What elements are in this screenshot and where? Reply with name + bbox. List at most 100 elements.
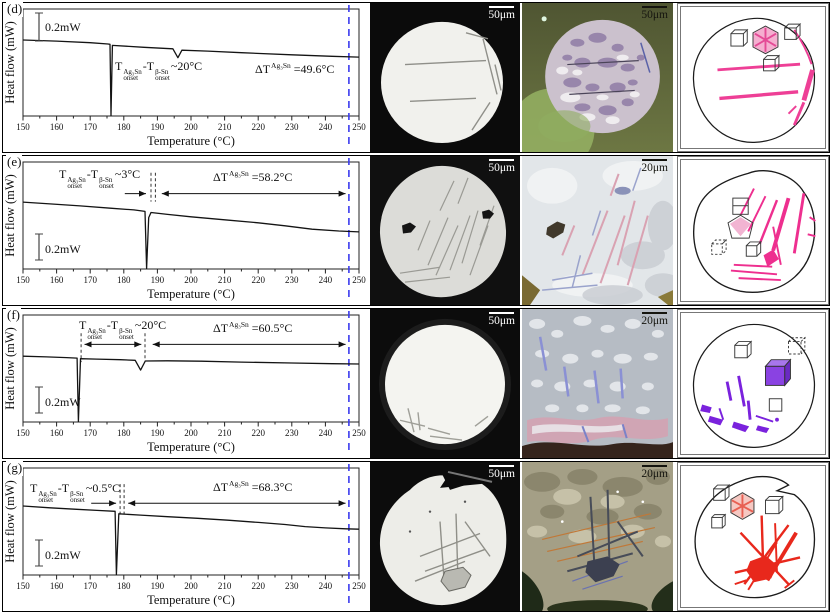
svg-text:170: 170: [83, 122, 97, 132]
onset-t1: T: [115, 59, 123, 73]
svg-text:210: 210: [218, 122, 232, 132]
svg-text:200: 200: [184, 122, 198, 132]
optical-micrograph-f: [522, 309, 673, 458]
scalebar-line: [642, 6, 668, 8]
svg-text:0.2mW: 0.2mW: [45, 242, 81, 256]
dsc-chart-e: 150 160 170 180 190 200 210 220 230 240 250 Tempera…: [3, 158, 366, 302]
scalebar-sem-e: 50μm: [488, 159, 515, 174]
svg-text:180: 180: [117, 275, 131, 285]
figure-row-f: (f) 150 160 170 180 190 200 210 220 230 240 250 Tem…: [2, 307, 830, 459]
svg-text:150: 150: [16, 581, 30, 591]
svg-text:180: 180: [117, 428, 131, 438]
svg-text:240: 240: [319, 581, 333, 591]
svg-text:170: 170: [83, 275, 97, 285]
delta-annotation-f: ΔTAg₃Sn =60.5°C: [213, 320, 293, 335]
sem-micrograph-e: [370, 156, 520, 305]
cube-wireframe-icons: [730, 22, 802, 72]
svg-text:200: 200: [184, 581, 198, 591]
scalebar-optical-g: 20μm: [641, 465, 668, 480]
svg-text:250: 250: [352, 428, 366, 438]
onset-annotation-e: T Ag₃Sn onset -T β-Sn onset ~3°C: [59, 167, 141, 190]
dsc-chart-panel-f: (f) 150 160 170 180 190 200 210 220 230 240 250 Tem…: [3, 307, 367, 458]
scalebar-sem-d: 50μm: [488, 6, 515, 21]
svg-text:170: 170: [83, 428, 97, 438]
svg-text:190: 190: [151, 428, 165, 438]
svg-text:220: 220: [251, 428, 265, 438]
optical-micrograph-g: [522, 462, 673, 611]
svg-text:180: 180: [117, 581, 131, 591]
schematic-panel-d: [677, 3, 829, 152]
svg-text:Temperature (°C): Temperature (°C): [147, 593, 235, 607]
sem-image-d: 50μm: [370, 3, 520, 152]
delta-annotation-e: ΔTAg₃Sn =58.2°C: [213, 169, 293, 184]
svg-text:Temperature (°C): Temperature (°C): [147, 134, 235, 148]
svg-text:200: 200: [184, 428, 198, 438]
onset-annotation-d: T Ag₃Sn onset -T β-Sn onset ~20°C: [115, 59, 203, 82]
svg-text:Heat flow (mW): Heat flow (mW): [3, 174, 17, 257]
scalebar-optical-d: 50μm: [641, 6, 668, 21]
svg-text:150: 150: [16, 122, 30, 132]
scalebar-sem-f: 50μm: [488, 312, 515, 327]
svg-text:220: 220: [251, 122, 265, 132]
onset-annotation-f: T Ag₃Sn onset -T β-Sn onset ~20°C: [79, 318, 167, 341]
svg-text:190: 190: [151, 275, 165, 285]
scalebar-line: [489, 6, 515, 8]
svg-text:190: 190: [151, 581, 165, 591]
svg-text:Heat flow (mW): Heat flow (mW): [3, 327, 17, 410]
optical-micrograph-e: [522, 156, 673, 305]
sem-micrograph-f: [370, 309, 520, 458]
dsc-chart-f: 150 160 170 180 190 200 210 220 230 240 250 Tempera…: [3, 311, 366, 455]
schematic-drawing-d: [692, 17, 816, 143]
delta-annotation-d: ΔTAg₃Sn =49.6°C: [255, 61, 335, 76]
scalebar-text: 50μm: [641, 9, 668, 21]
svg-text:250: 250: [352, 581, 366, 591]
dsc-chart-g: 150 160 170 180 190 200 210 220 230 240 250 Tempera…: [3, 464, 366, 608]
sem-image-g: 50μm: [370, 462, 520, 611]
cube-wireframe-icons: [711, 238, 762, 257]
figure-row-g: (g) 150 160 170 180 190 200 210 220 230 240 250 Tem…: [2, 460, 830, 612]
svg-text:0.2mW: 0.2mW: [45, 20, 81, 34]
svg-text:0.2mW: 0.2mW: [45, 548, 81, 562]
svg-text:210: 210: [218, 581, 232, 591]
schematic-drawing-e: [693, 170, 816, 293]
onset-annotation-g: T Ag₃Sn onset -T β-Sn onset ~0.5°C: [30, 481, 121, 504]
svg-text:220: 220: [251, 275, 265, 285]
svg-text:250: 250: [352, 275, 366, 285]
svg-text:190: 190: [151, 122, 165, 132]
optical-image-g: 20μm: [522, 462, 673, 611]
dsc-chart-panel-e: (e) 150 160 170 180 190 200 210 220 230 240 250 Tem…: [3, 154, 367, 305]
svg-text:Temperature (°C): Temperature (°C): [147, 440, 235, 454]
filled-cube-icon: [764, 358, 792, 387]
svg-text:150: 150: [16, 428, 30, 438]
svg-text:240: 240: [319, 428, 333, 438]
svg-text:210: 210: [218, 275, 232, 285]
pentagon-crystal-icon: [727, 214, 754, 239]
svg-text:210: 210: [218, 428, 232, 438]
svg-text:150: 150: [16, 275, 30, 285]
svg-text:230: 230: [285, 428, 299, 438]
optical-micrograph-d: [522, 3, 673, 152]
sem-image-e: 50μm: [370, 156, 520, 305]
schematic-drawing-f: [692, 323, 816, 448]
scalebar-optical-e: 20μm: [641, 159, 668, 174]
svg-text:170: 170: [83, 581, 97, 591]
sem-micrograph-d: [370, 3, 520, 152]
cube-wireframe-icons: [734, 336, 806, 412]
optical-image-f: 20μm: [522, 309, 673, 458]
schematic-panel-f: [677, 309, 829, 458]
delta-annotation-g: ΔTAg₃Sn =68.3°C: [213, 479, 293, 494]
panel-label-g: (g): [6, 460, 24, 476]
schematic-panel-g: [677, 462, 829, 611]
scalebar-text: 50μm: [488, 9, 515, 21]
svg-text:240: 240: [319, 122, 333, 132]
svg-text:Heat flow (mW): Heat flow (mW): [3, 21, 17, 104]
svg-text:230: 230: [285, 122, 299, 132]
figure-row-e: (e) 150 160 170 180 190 200 210 220 230 240 250 Tem…: [2, 154, 830, 306]
svg-text:250: 250: [352, 122, 366, 132]
dsc-chart-panel-g: (g) 150 160 170 180 190 200 210 220 230 240 250 Tem…: [3, 460, 367, 611]
sem-micrograph-g: [370, 462, 520, 611]
svg-text:160: 160: [50, 428, 64, 438]
optical-image-d: 50μm: [522, 3, 673, 152]
panel-label-f: (f): [6, 307, 21, 323]
